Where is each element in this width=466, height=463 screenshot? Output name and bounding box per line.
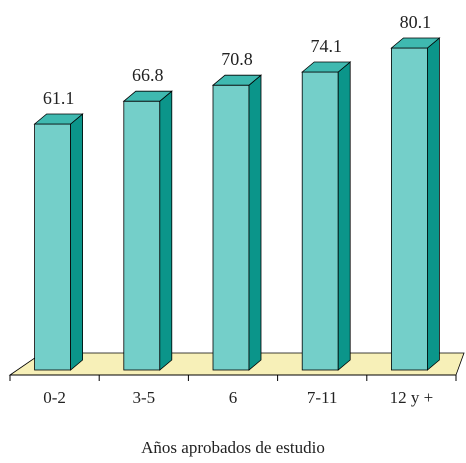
data-label: 70.8 xyxy=(221,49,253,69)
bar: 66.8 xyxy=(122,65,173,371)
bar: 61.1 xyxy=(33,88,84,371)
bar-side xyxy=(337,61,351,371)
category-label: 3-5 xyxy=(132,388,155,407)
data-label: 74.1 xyxy=(310,36,342,56)
bar-top xyxy=(211,74,263,86)
data-label: 61.1 xyxy=(43,88,75,108)
bar-front xyxy=(123,100,161,371)
category-label: 7-11 xyxy=(307,388,338,407)
data-label: 80.1 xyxy=(400,12,432,32)
bar-top xyxy=(122,90,173,102)
x-axis-label: Años aprobados de estudio xyxy=(141,438,325,457)
bar-front xyxy=(390,47,428,371)
bar-top xyxy=(33,113,84,125)
bar: 74.1 xyxy=(301,36,352,371)
category-labels: 0-2 3-5 6 7-11 12 y + xyxy=(43,388,433,407)
x-axis-ticks xyxy=(9,375,457,381)
category-label: 12 y + xyxy=(390,388,434,407)
category-label: 0-2 xyxy=(43,388,66,407)
bar-side xyxy=(426,37,440,371)
bar-front xyxy=(34,123,71,371)
bars: 61.1 66.8 70.8 74.1 80.1 xyxy=(33,12,441,371)
category-label: 6 xyxy=(229,388,238,407)
bar-side xyxy=(70,113,83,371)
bar: 70.8 xyxy=(211,49,263,371)
bar-front xyxy=(301,71,339,371)
data-label: 66.8 xyxy=(132,65,164,85)
bar-side xyxy=(159,90,173,371)
bar: 80.1 xyxy=(390,12,441,371)
bar-top xyxy=(301,61,352,73)
bar-front xyxy=(212,84,250,371)
bar-side xyxy=(248,74,262,371)
bar-top xyxy=(390,37,441,49)
